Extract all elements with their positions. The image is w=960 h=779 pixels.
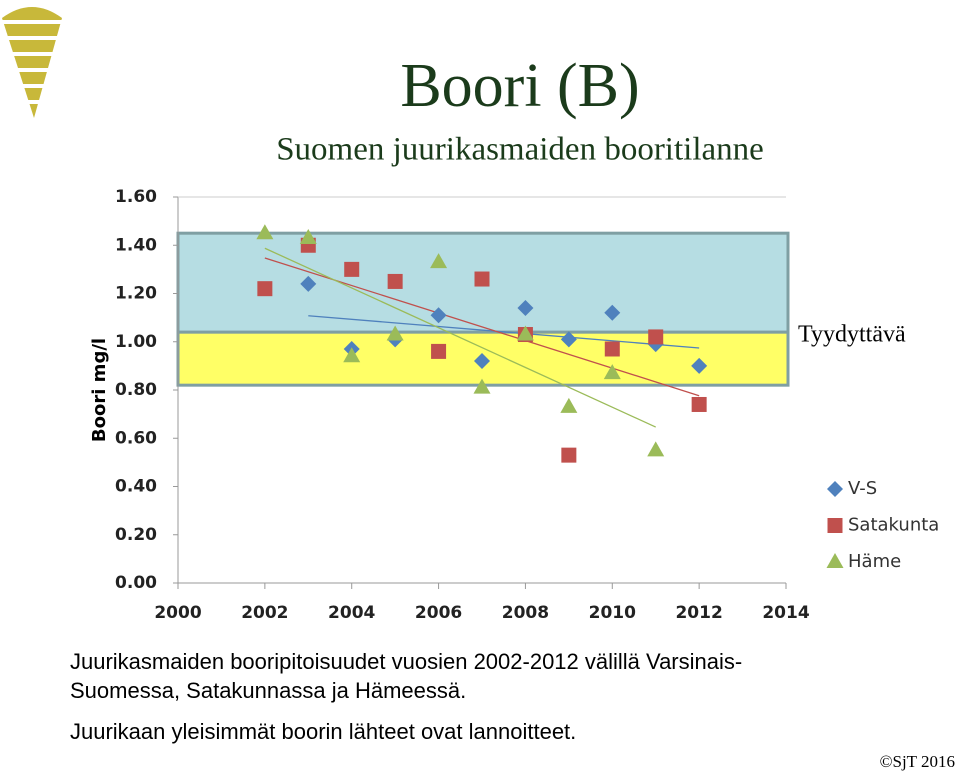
x-tick-label: 2014 xyxy=(762,603,809,623)
point xyxy=(256,224,274,240)
x-tick-label: 2010 xyxy=(589,603,636,623)
y-tick-label: 0.00 xyxy=(115,573,157,593)
point xyxy=(473,378,491,394)
point xyxy=(560,397,578,413)
legend-label: V-S xyxy=(848,478,877,499)
point xyxy=(344,261,360,277)
point xyxy=(474,271,490,287)
point xyxy=(561,447,577,463)
y-tick-label: 0.40 xyxy=(115,477,157,497)
x-tick-label: 2012 xyxy=(675,603,722,623)
x-tick-label: 2004 xyxy=(328,603,375,623)
point xyxy=(648,329,664,345)
point xyxy=(430,253,448,269)
y-tick-label: 1.00 xyxy=(115,332,157,352)
point xyxy=(299,229,317,245)
caption-line: Juurikaan yleisimmät boorin lähteet ovat… xyxy=(70,719,576,744)
point xyxy=(257,281,273,297)
point xyxy=(300,275,317,292)
y-tick-label: 1.60 xyxy=(115,187,157,207)
logo xyxy=(0,7,66,118)
y-tick-label: 1.20 xyxy=(115,284,157,304)
point xyxy=(560,331,577,348)
point xyxy=(604,304,621,321)
caption-line: Juurikasmaiden booripitoisuudet vuosien … xyxy=(70,649,742,674)
legend-marker xyxy=(827,518,843,533)
point xyxy=(387,273,403,289)
point xyxy=(516,325,534,341)
point xyxy=(386,325,404,341)
trendline xyxy=(308,315,700,349)
legend-marker xyxy=(826,553,844,568)
point xyxy=(430,307,447,324)
y-tick-label: 0.60 xyxy=(115,428,157,448)
legend-label: Satakunta xyxy=(848,515,939,536)
point xyxy=(474,353,490,370)
legend-marker xyxy=(827,481,843,497)
subtitle: Suomen juurikasmaiden booritilanne xyxy=(276,132,764,168)
y-axis-label: Boori mg/l xyxy=(89,338,110,442)
band-annotation: Tyydyttävä xyxy=(798,322,906,348)
point xyxy=(603,364,621,380)
point xyxy=(517,299,534,316)
x-tick-label: 2006 xyxy=(415,603,462,623)
caption-line: Suomessa, Satakunnassa ja Hämeessä. xyxy=(70,678,466,703)
trendline xyxy=(264,247,656,428)
point xyxy=(647,441,665,457)
title: Boori (B) xyxy=(400,52,639,120)
point xyxy=(604,341,620,357)
y-tick-label: 0.80 xyxy=(115,380,157,400)
point xyxy=(691,357,708,374)
x-tick-label: 2002 xyxy=(241,603,288,623)
y-tick-label: 0.20 xyxy=(115,525,157,545)
legend-label: Häme xyxy=(848,551,901,572)
point xyxy=(431,343,447,359)
x-tick-label: 2008 xyxy=(502,603,549,623)
point xyxy=(691,396,707,412)
copyright: ©SjT 2016 xyxy=(880,752,955,771)
y-tick-label: 1.40 xyxy=(115,235,157,255)
x-tick-label: 2000 xyxy=(154,603,201,623)
point xyxy=(343,347,361,363)
